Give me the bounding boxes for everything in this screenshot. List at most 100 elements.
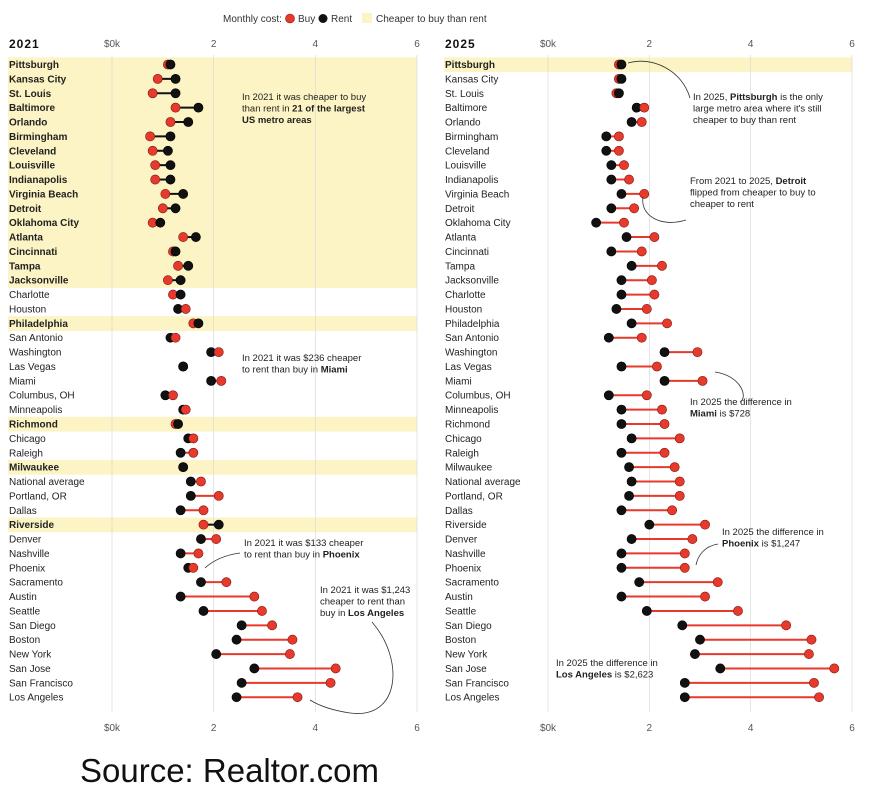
x-tick-label-bottom: 2 [211,723,217,734]
panel-2025: 2025 $0k $0k 2 2 4 4 6 6 Pittsburgh Kansas City St.… [444,37,855,734]
rent-point [165,59,176,70]
x-tick-label-top: 6 [849,39,855,50]
rent-point [614,88,624,99]
highlight-band [8,129,417,144]
buy-point [150,160,161,171]
legend-prefix: Monthly cost: [223,14,282,25]
buy-point [168,390,178,401]
buy-point [221,577,232,588]
buy-point [646,275,657,286]
x-tick-label-bottom: 6 [849,723,855,734]
category-label: Jacksonville [445,276,499,287]
buy-point [170,102,181,113]
category-label: Denver [9,535,42,546]
category-label: Seattle [445,606,477,617]
buy-point [652,361,662,372]
category-label: Dallas [9,506,37,517]
rent-point [198,606,209,616]
buy-point [157,203,168,214]
rent-point [603,332,614,343]
buy-point [639,102,650,113]
category-label: New York [445,650,488,661]
category-label: Los Angeles [445,693,500,704]
rent-point [616,73,627,84]
category-label: Philadelphia [9,319,68,330]
category-label: Portland, OR [9,491,67,502]
rent-point [616,447,627,458]
highlight-band [8,86,417,101]
rent-point [183,117,194,127]
rent-point [196,534,206,544]
buy-point [804,649,814,659]
x-tick-label-top: 6 [414,39,420,50]
category-label: Orlando [445,118,481,129]
category-label: Cleveland [445,146,489,157]
category-label: Tampa [9,261,41,272]
rent-point [677,620,688,631]
rent-point [690,649,700,659]
category-label: Nashville [9,549,50,560]
rent-point [175,548,186,559]
chart-svg: Monthly cost: Buy Rent Cheaper to buy th… [8,13,855,734]
x-tick-label-top: $0k [104,39,121,50]
buy-point [674,433,685,444]
category-label: Columbus, OH [445,391,511,402]
rent-point [626,476,637,487]
rent-point [601,145,612,156]
source-credit: Source: Realtor.com [80,752,379,789]
rent-point [626,534,637,544]
buy-point [211,534,222,544]
buy-point [614,145,624,156]
highlight-band [8,244,417,260]
category-label: Boston [445,635,476,646]
highlight-band [8,186,417,202]
category-label: Detroit [445,204,475,215]
category-label: Cincinnati [9,247,58,258]
buy-point [692,347,703,357]
rent-point [170,246,181,257]
buy-point [679,562,690,573]
rent-point [606,160,617,171]
category-label: Detroit [9,204,42,215]
rent-point [616,59,627,70]
category-label: San Jose [445,664,487,675]
buy-point [649,232,660,242]
rent-point [165,160,176,171]
buy-point [147,145,158,156]
x-tick-label-bottom: 4 [748,723,754,734]
rent-point [659,347,670,357]
category-label: Minneapolis [445,405,498,416]
rent-point [249,663,260,674]
buy-point [806,634,817,645]
highlight-band [8,143,417,159]
rent-point [591,217,602,228]
category-label: National average [9,477,85,488]
rent-point [626,117,637,127]
annotation-2025-los-angeles: In 2025 the difference in Los Angeles is… [556,658,660,681]
annotations-2021: In 2021 it was cheaper to buy than rent … [204,92,410,714]
buy-point [636,332,647,343]
rent-point [611,304,622,314]
category-label: Houston [445,304,482,315]
category-label: Baltimore [9,103,56,114]
buy-point [629,203,640,214]
buy-point [188,433,199,444]
buy-point [636,246,647,257]
rent-point [626,433,637,444]
buy-point [267,620,278,631]
rent-point [616,562,627,573]
rent-point [173,419,183,429]
rent-point [679,677,690,688]
rent-point [165,174,176,185]
buy-point [814,692,824,703]
annotation-2021-phoenix: In 2021 it was $133 cheaper to rent than… [244,538,366,561]
buy-point [178,232,189,242]
rent-point [178,361,189,372]
panel-year-label: 2021 [9,37,40,51]
rent-point [624,462,634,473]
rent-point [175,447,186,458]
buy-point [667,505,678,516]
buy-point [619,217,629,228]
category-label: Phoenix [9,563,45,574]
category-label: Kansas City [9,74,67,85]
